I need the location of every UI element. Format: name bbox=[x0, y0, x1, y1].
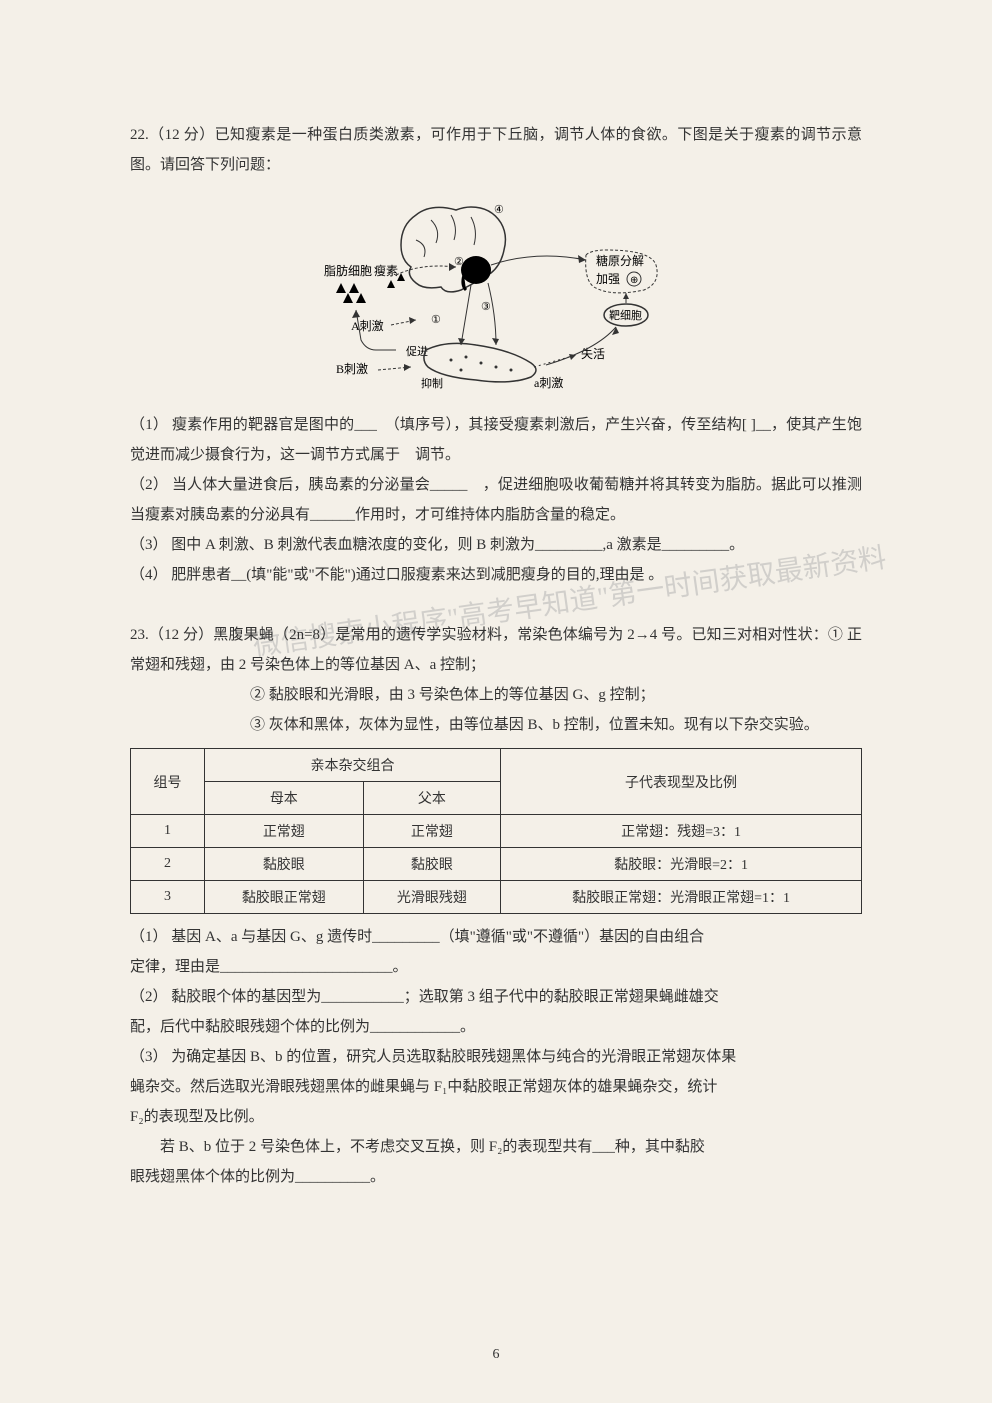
th-father: 父本 bbox=[363, 782, 500, 815]
svg-text:⊕: ⊕ bbox=[630, 275, 638, 286]
label-inactive: 失活 bbox=[581, 346, 605, 361]
leptin-diagram-svg: ④ ② 脂肪细胞 瘦素 bbox=[316, 195, 676, 390]
th-group: 组号 bbox=[131, 749, 205, 815]
q22-p1: （1） 瘦素作用的靶器官是图中的___ （填序号），其接受瘦素刺激后，产生兴奋，… bbox=[130, 410, 862, 470]
table-row: 2 黏胶眼 黏胶眼 黏胶眼：光滑眼=2：1 bbox=[131, 848, 862, 881]
label-a-small: a刺激 bbox=[534, 376, 563, 390]
label-enhance: 加强 bbox=[596, 272, 620, 286]
q22-p2: （2） 当人体大量进食后，胰岛素的分泌量会_____ ，促进细胞吸收葡萄糖并将其… bbox=[130, 470, 862, 530]
label-num3: ③ bbox=[481, 301, 491, 313]
q23-p4b: 眼残翅黑体个体的比例为__________。 bbox=[130, 1162, 862, 1192]
q22-header: 22.（12 分）已知瘦素是一种蛋白质类激素，可作用于下丘脑，调节人体的食欲。下… bbox=[130, 120, 862, 180]
label-fat-cell: 脂肪细胞 bbox=[324, 263, 372, 278]
q23-trait3: ③ 灰体和黑体，灰体为显性，由等位基因 B、b 控制，位置未知。现有以下杂交实验… bbox=[130, 710, 862, 740]
th-offspring: 子代表现型及比例 bbox=[501, 749, 862, 815]
label-a-stim: A刺激 bbox=[351, 319, 384, 333]
q23-p1b: 定律，理由是_______________________。 bbox=[130, 952, 862, 982]
q23-p1a: （1） 基因 A、a 与基因 G、g 遗传时_________（填"遵循"或"不… bbox=[130, 922, 862, 952]
q22-p4: （4） 肥胖患者__(填"能"或"不能")通过口服瘦素来达到减肥瘦身的目的,理由… bbox=[130, 560, 862, 590]
th-mother: 母本 bbox=[205, 782, 364, 815]
q22-p3: （3） 图中 A 刺激、B 刺激代表血糖浓度的变化，则 B 刺激为_______… bbox=[130, 530, 862, 560]
label-num4: ④ bbox=[494, 204, 504, 216]
question-23: 23.（12 分）黑腹果蝇（2n=8）是常用的遗传学实验材料，常染色体编号为 2… bbox=[130, 620, 862, 1192]
table-row: 3 黏胶眼正常翅 光滑眼残翅 黏胶眼正常翅：光滑眼正常翅=1：1 bbox=[131, 881, 862, 914]
q23-p3c: F₂的表现型及比例。 bbox=[130, 1102, 862, 1132]
label-inhibit: 抑制 bbox=[421, 376, 443, 390]
q23-p3b: 蝇杂交。然后选取光滑眼残翅黑体的雌果蝇与 F₁中黏胶眼正常翅灰体的雄果蝇杂交，统… bbox=[130, 1072, 862, 1102]
q23-header: 23.（12 分）黑腹果蝇（2n=8）是常用的遗传学实验材料，常染色体编号为 2… bbox=[130, 620, 862, 680]
q23-p4a: 若 B、b 位于 2 号染色体上，不考虑交叉互换，则 F₂的表现型共有___种，… bbox=[130, 1132, 862, 1162]
label-target: 靶细胞 bbox=[609, 309, 642, 322]
label-num2: ② bbox=[454, 256, 464, 268]
q23-p3a: （3） 为确定基因 B、b 的位置，研究人员选取黏胶眼残翅黑体与纯合的光滑眼正常… bbox=[130, 1042, 862, 1072]
cross-experiment-table: 组号 亲本杂交组合 子代表现型及比例 母本 父本 1 正常翅 正常翅 正常翅：残… bbox=[130, 748, 862, 914]
question-22: 22.（12 分）已知瘦素是一种蛋白质类激素，可作用于下丘脑，调节人体的食欲。下… bbox=[130, 120, 862, 590]
q23-trait2: ② 黏胶眼和光滑眼，由 3 号染色体上的等位基因 G、g 控制； bbox=[130, 680, 862, 710]
table-row: 1 正常翅 正常翅 正常翅：残翅=3：1 bbox=[131, 815, 862, 848]
label-b-stim: B刺激 bbox=[336, 362, 368, 376]
q23-p2a: （2） 黏胶眼个体的基因型为___________；选取第 3 组子代中的黏胶眼… bbox=[130, 982, 862, 1012]
page-number: 6 bbox=[493, 1347, 500, 1363]
q23-p2b: 配，后代中黏胶眼残翅个体的比例为____________。 bbox=[130, 1012, 862, 1042]
hypothalamus bbox=[461, 256, 491, 284]
label-num1: ① bbox=[431, 314, 441, 326]
label-glycogen: 糖原分解 bbox=[596, 253, 644, 268]
arrow-leptin bbox=[396, 266, 456, 275]
q22-diagram: ④ ② 脂肪细胞 瘦素 bbox=[130, 195, 862, 395]
label-leptin: 瘦素 bbox=[374, 263, 398, 278]
th-parent: 亲本杂交组合 bbox=[205, 749, 501, 782]
